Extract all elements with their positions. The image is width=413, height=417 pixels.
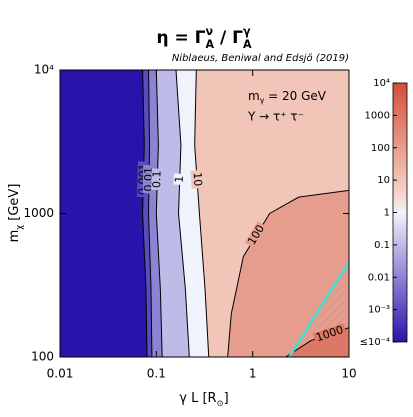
contour-label: 1 — [173, 176, 186, 183]
chart-title: η = Γν A / Γγ A — [156, 25, 251, 51]
text-part: ] — [224, 391, 229, 406]
contour-line — [142, 70, 148, 357]
annotation: mγ = 20 GeV — [248, 89, 327, 105]
text-part: γ — [260, 96, 265, 105]
y-tick-label: 1000 — [23, 206, 54, 220]
y-tick-label: 100 — [31, 350, 54, 364]
colorbar-tick-label: 0.1 — [374, 240, 390, 251]
contour-label: 10 — [191, 172, 205, 187]
text-part: m — [7, 230, 22, 243]
text-part: ⊙ — [217, 398, 224, 408]
text-part: A — [243, 38, 252, 51]
contour-label-bg — [173, 173, 186, 185]
contour-label-bg — [151, 168, 164, 191]
subtitle: Niblaeus, Beniwal and Edsjö (2019) — [172, 53, 349, 64]
text-part: γ L [R — [179, 391, 216, 406]
y-tick-label: 10⁴ — [34, 63, 54, 77]
boundary-line — [288, 261, 349, 357]
y-axis-label: mχ [GeV] — [7, 184, 24, 243]
text-part: [GeV] — [7, 184, 22, 225]
text-part: A — [206, 38, 215, 51]
colorbar-tick-label: 0.01 — [368, 272, 390, 283]
colorbar-tick-label: 10 — [377, 175, 390, 186]
contour-label-bg — [190, 169, 204, 189]
text-part: η = Γ — [156, 28, 205, 48]
text-part: / Γ — [214, 28, 243, 48]
contour-label-bg — [244, 221, 269, 249]
text-part: = 20 GeV — [264, 89, 326, 103]
x-axis-label: γ L [R⊙] — [179, 391, 228, 408]
x-tick-label: 10 — [341, 367, 356, 381]
text-part: χ — [14, 225, 24, 230]
text-part: ν — [206, 25, 214, 38]
contour-label: 0.1 — [150, 170, 164, 188]
text-part: γ — [243, 25, 251, 38]
x-tick-label: 0.01 — [47, 367, 74, 381]
colorbar-tick-label: 10⁴ — [373, 78, 390, 89]
contour-line — [194, 70, 210, 357]
contour-line — [148, 70, 153, 357]
colorbar-tick-label: 1 — [384, 208, 390, 219]
x-tick-label: 1 — [249, 367, 257, 381]
colorbar-tick-label: 100 — [371, 143, 390, 154]
colorbar-tick-label: 10⁻³ — [368, 305, 390, 316]
contour-label-bg — [312, 323, 347, 345]
colorbar-tick-label: ≤10⁻⁴ — [360, 337, 390, 348]
contour-line — [175, 70, 190, 357]
annotation: Υ → τ⁺ τ⁻ — [247, 110, 304, 124]
text-part: m — [248, 89, 260, 103]
contour-line — [155, 70, 163, 357]
colorbar-tick-label: 1000 — [365, 110, 390, 121]
x-tick-label: 0.1 — [147, 367, 166, 381]
